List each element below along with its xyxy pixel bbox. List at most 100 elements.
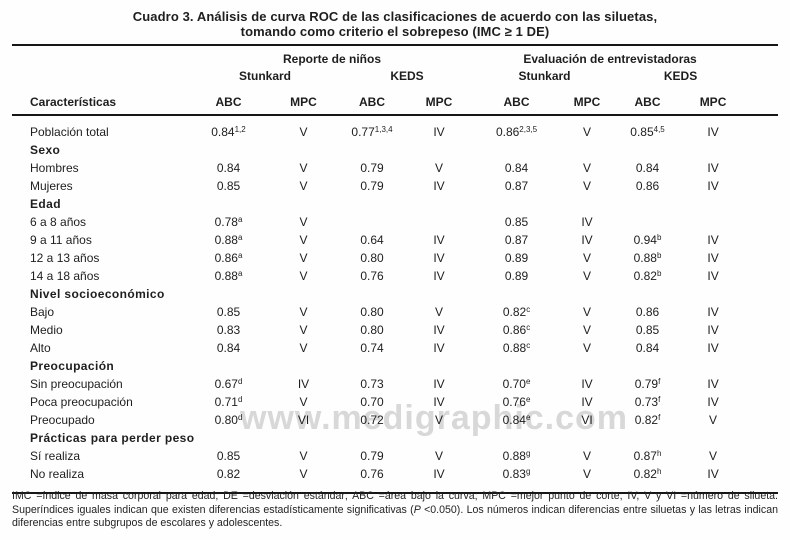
value-cell <box>474 357 559 375</box>
value-cell: IV <box>581 377 593 391</box>
value-cell: V <box>299 323 308 337</box>
value-cell <box>404 141 474 159</box>
value-cell: 0.67d <box>214 377 243 391</box>
value-cell <box>340 285 404 303</box>
value-cell: 0.79f <box>634 377 661 391</box>
value-cell <box>190 285 267 303</box>
column-header-mpc: MPC <box>559 83 616 116</box>
value-cell: 0.72 <box>360 413 384 427</box>
superscript-marker: a <box>237 215 243 224</box>
value-cell: 0.88a <box>214 269 243 283</box>
value-cell: 0.82b <box>633 269 662 283</box>
value-cell: IV <box>707 305 719 319</box>
value-cell: 0.80 <box>360 323 384 337</box>
value-cell <box>615 429 680 447</box>
value-cell <box>559 285 615 303</box>
column-header-mpc: MPC <box>404 83 475 116</box>
group-row-label: Nivel socioeconómico <box>30 287 165 301</box>
value-cell: 0.89 <box>504 269 529 283</box>
value-cell <box>190 357 267 375</box>
roc-table-body: Población total 0.841,2 V 0.771,3,4 IV 0.862,… <box>12 115 778 493</box>
spacer-cell <box>12 45 190 66</box>
value-cell: 0.82 <box>216 467 241 481</box>
value-cell <box>404 357 474 375</box>
value-cell: 0.80 <box>360 305 384 319</box>
value-cell: 0.771,3,4 <box>351 125 393 139</box>
value-cell: 0.89 <box>504 251 529 265</box>
table-row: Preocupado 0.80d VI 0.72 V 0.84e VI 0.82f V <box>12 411 778 429</box>
value-cell: V <box>583 179 592 193</box>
table-row: No realiza 0.82 V 0.76 IV 0.83g V 0.82h IV <box>12 465 778 493</box>
value-cell <box>615 357 680 375</box>
row-label: Alto <box>30 341 51 355</box>
superscript-marker: c <box>526 341 531 350</box>
table-group-row: Nivel socioeconómico <box>12 285 778 303</box>
table-row: 14 a 18 años 0.88a V 0.76 IV 0.89 V 0.82b IV <box>12 267 778 285</box>
value-cell: 0.85 <box>635 323 660 337</box>
value-cell: 0.79 <box>360 179 384 193</box>
table-row: Mujeres 0.85 V 0.79 IV 0.87 V 0.86 IV <box>12 177 778 195</box>
value-cell: V <box>299 215 308 229</box>
group-header-reporte-ninos: Reporte de niños <box>283 52 382 66</box>
column-header-caracteristicas: Características <box>12 83 190 116</box>
superscript-marker: 1,3,4 <box>374 125 393 134</box>
value-cell: 0.74 <box>360 341 384 355</box>
value-cell <box>680 357 778 375</box>
value-cell: IV <box>707 233 719 247</box>
roc-analysis-table: Reporte de niños Evaluación de entrevist… <box>12 44 779 494</box>
row-label: Hombres <box>30 161 79 175</box>
value-cell <box>340 213 404 231</box>
value-cell: 0.84 <box>216 341 241 355</box>
value-cell: V <box>299 179 308 193</box>
superscript-marker: g <box>525 467 531 476</box>
value-cell: 0.70 <box>360 395 384 409</box>
value-cell <box>680 213 778 231</box>
value-cell: V <box>583 341 592 355</box>
table-group-row: Edad <box>12 195 778 213</box>
value-cell: IV <box>433 395 445 409</box>
value-cell: V <box>299 125 308 139</box>
table-title: Cuadro 3. Análisis de curva ROC de las c… <box>0 0 790 39</box>
superscript-marker: e <box>525 413 531 422</box>
value-cell: 0.88a <box>214 233 243 247</box>
table-row: 6 a 8 años 0.78a V 0.85 IV <box>12 213 778 231</box>
value-cell: 0.73f <box>634 395 661 409</box>
value-cell: V <box>299 251 308 265</box>
row-label: Bajo <box>30 305 55 319</box>
value-cell: IV <box>707 125 719 139</box>
value-cell: 0.79 <box>360 161 384 175</box>
superscript-marker: 4,5 <box>653 125 665 134</box>
value-cell <box>680 141 778 159</box>
column-header-mpc: MPC <box>680 83 779 116</box>
superscript-marker: h <box>656 449 662 458</box>
value-cell <box>615 213 680 231</box>
medigraphic-watermark: www.medigraphic.com <box>240 399 629 437</box>
value-cell <box>267 285 340 303</box>
row-label: No realiza <box>30 467 85 481</box>
superscript-marker: 2,3,5 <box>519 125 538 134</box>
value-cell: V <box>709 413 718 427</box>
subgroup-header-keds-ninos: KEDS <box>390 69 424 83</box>
value-cell: V <box>583 305 592 319</box>
value-cell: IV <box>707 395 719 409</box>
table-group-row: Preocupación <box>12 357 778 375</box>
row-label: Preocupado <box>30 413 95 427</box>
value-cell: V <box>709 449 718 463</box>
superscript-marker: d <box>237 377 243 386</box>
row-label: Poca preocupación <box>30 395 133 409</box>
value-cell <box>190 141 267 159</box>
value-cell: IV <box>707 377 719 391</box>
value-cell: 0.64 <box>360 233 384 247</box>
table-title-line1: Cuadro 3. Análisis de curva ROC de las c… <box>132 9 658 24</box>
superscript-marker: a <box>237 251 243 260</box>
value-cell <box>680 195 778 213</box>
superscript-marker: f <box>658 413 661 422</box>
value-cell <box>190 195 267 213</box>
row-label: Sí realiza <box>30 449 81 463</box>
superscript-marker: e <box>525 395 531 404</box>
value-cell: V <box>299 341 308 355</box>
superscript-marker: d <box>237 413 243 422</box>
value-cell: IV <box>297 377 310 391</box>
spacer-cell <box>12 66 190 83</box>
value-cell: IV <box>433 233 445 247</box>
